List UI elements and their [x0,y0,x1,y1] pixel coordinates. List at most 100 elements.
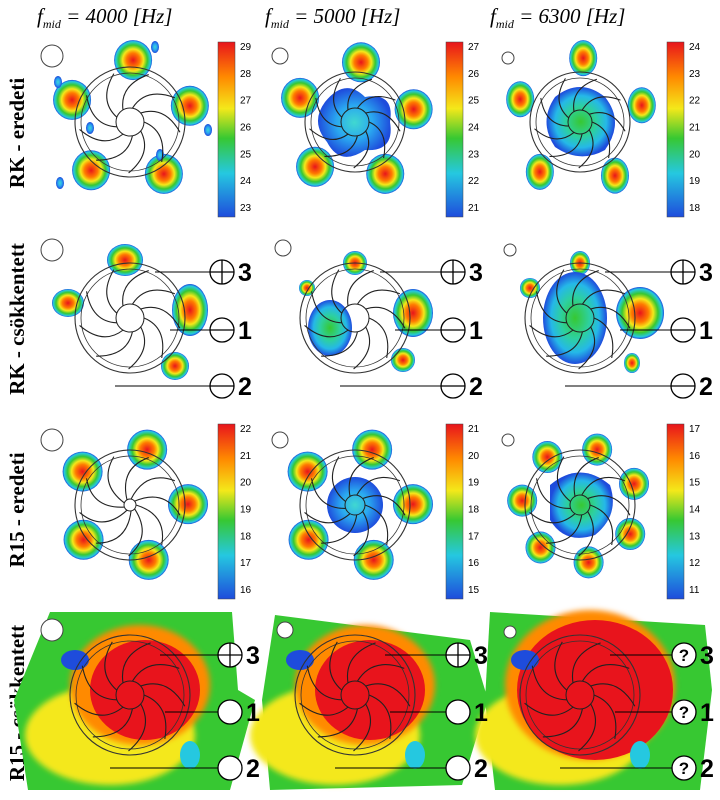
fan-outline [304,71,406,173]
colorbar-tick-label: 19 [689,176,701,187]
fan-blade [128,703,147,752]
colorbar-tick-label: 11 [689,585,700,596]
callout-circle [671,755,697,781]
field-min [61,650,89,670]
colorbar-tick-label: 28 [240,69,252,80]
fan-blade [79,129,124,142]
small-spot [54,76,62,88]
fan-blade [589,504,614,546]
colorbar-tick-label: 26 [240,123,252,134]
fan-blade [131,289,176,305]
fan-blade [306,665,342,701]
fan-outline [299,262,411,374]
peak-spot [543,272,607,364]
callout-circle [445,755,471,781]
fan-blade [534,128,575,140]
fan-blade [309,128,349,140]
callout-circle [217,755,243,781]
fan-ring [74,262,186,374]
fan-blade [536,291,567,324]
fan-blade [356,664,405,682]
colorbar-tick-label: 20 [689,149,701,160]
fan-blade [572,270,599,306]
colorbar-tick-label: 23 [689,69,701,80]
fan-blade [353,130,370,169]
fan-ring-inner [305,268,405,368]
fan-blade [321,331,358,357]
colorbar [217,41,236,218]
field-peak [517,620,673,760]
fan-blade [104,641,118,691]
fan-blade [365,111,401,132]
callout-number: 1 [469,317,483,345]
fan-blade [92,708,133,738]
fan-blade [96,135,133,161]
callout-1: ? 1 [615,699,714,727]
callout-number: 1 [699,317,713,345]
fan-blade [581,477,626,496]
fan-outline [74,449,186,561]
question-mark: ? [679,703,689,722]
colorbar [666,41,685,218]
fan-ring [74,66,186,178]
peak-spot [600,157,629,194]
fan-blade [79,325,124,338]
callout-circle [445,699,471,725]
fan-blade [131,664,180,682]
fan-blade [86,291,117,324]
fan-ring [294,634,416,756]
colorbar-tick-label: 23 [240,203,252,214]
fan-blade [590,683,636,707]
fan-blade [324,135,358,157]
fan-ring-inner [80,72,180,172]
fan-blade [540,97,569,127]
fan-ring-inner [80,455,180,555]
callout-number: 1 [700,699,714,727]
callout-2: 2 [565,373,713,401]
fan-blade [362,495,406,516]
small-spot [151,41,159,53]
fan-blade [348,457,374,497]
peak-spot [627,87,656,124]
callout-number: 3 [700,642,714,670]
fan-blade [356,96,396,109]
fan-blade [368,317,389,359]
fan-outline [524,449,636,561]
colorbar-tick-label: 12 [689,558,701,569]
fan-ring [299,449,411,561]
callout-3: 3 [380,259,483,287]
question-mark: ? [679,646,689,665]
fan-blade [333,78,343,118]
fan-blade [529,512,576,524]
fan-blade [587,495,631,516]
colorbar [445,423,464,600]
fan-ring-inner [305,455,405,555]
colorbar-tick-label: 19 [240,505,252,516]
colorbar-tick-label: 16 [240,585,252,596]
peak-spot [287,451,328,492]
reference-circle [501,51,515,65]
callout-number: 2 [238,373,252,401]
peak-spot [353,539,394,580]
colorbar-tick-label: 17 [240,558,252,569]
fan-blade [81,665,117,701]
colorbar-tick-label: 24 [468,123,480,134]
colorbar-tick-label: 26 [468,69,480,80]
callout-number: 3 [474,642,488,670]
fan-blade [143,694,167,739]
colorbars-layer: 2928272625242327262524232221242322212019… [217,41,701,600]
colorbar-tick-label: 24 [689,42,701,53]
peak-spot [573,546,604,579]
colorbar-tick-label: 22 [240,424,252,435]
colorbar-tick-label: 13 [689,531,701,542]
peak-spot [616,287,664,339]
fan-blade [143,317,164,359]
fan-blade [140,110,181,133]
callout-number: 2 [700,755,714,783]
fan-blade [346,642,376,683]
callout-2: 2 [340,373,483,401]
fan-ring-inner [310,77,400,167]
field-min [180,741,200,769]
fan-blade [134,496,181,516]
column-title-4000: fmid = 4000 [Hz] [37,4,173,32]
